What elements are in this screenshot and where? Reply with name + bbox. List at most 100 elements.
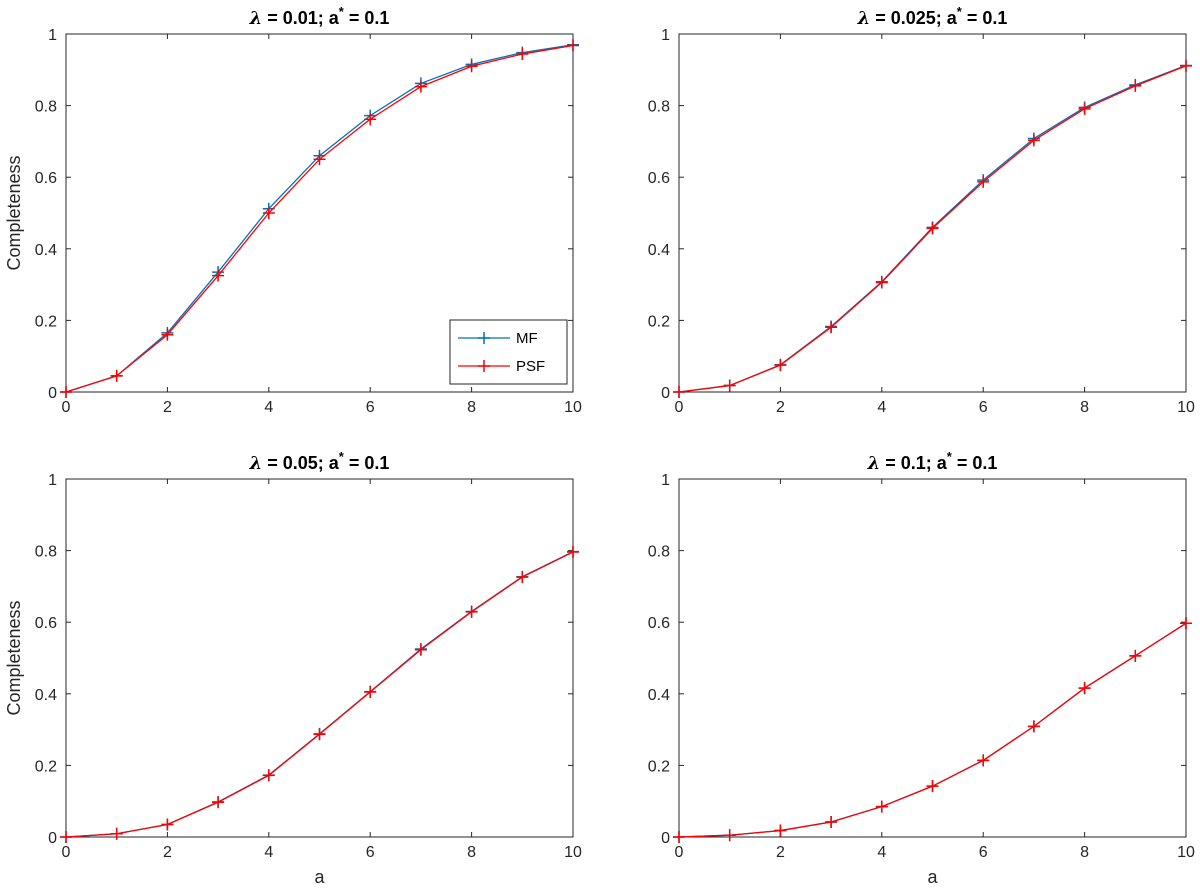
data-point — [212, 796, 225, 809]
title-lambda: λ — [867, 453, 881, 474]
x-tick-label: 6 — [366, 844, 375, 861]
y-tick-label: 0.2 — [35, 313, 57, 330]
title-lambda-value: = 0.025; a — [870, 8, 958, 28]
data-point — [774, 824, 787, 837]
data-point — [110, 369, 123, 382]
plot-area — [65, 478, 574, 838]
data-point — [1027, 720, 1040, 733]
x-tick-label: 4 — [877, 844, 886, 861]
y-tick-label: 0 — [48, 385, 57, 402]
y-tick-label: 0.4 — [35, 242, 57, 259]
data-point — [262, 207, 275, 219]
legend-swatch-marker — [478, 332, 490, 344]
data-point — [364, 686, 377, 699]
title-lambda: λ — [249, 8, 263, 29]
data-point — [1027, 134, 1040, 147]
chart-title: λ = 0.025; a* = 0.1 — [857, 4, 1008, 29]
y-tick-label: 0 — [661, 385, 670, 402]
data-point — [774, 359, 787, 372]
x-tick-label: 2 — [163, 844, 172, 861]
x-tick-label: 8 — [1080, 399, 1089, 416]
data-point — [212, 269, 225, 282]
x-tick-label: 10 — [564, 844, 582, 861]
data-point — [673, 831, 685, 843]
x-tick-label: 0 — [675, 399, 684, 416]
x-tick-label: 10 — [564, 399, 582, 416]
legend-box — [449, 319, 568, 385]
data-point — [875, 800, 888, 813]
chart-panel-4: 0 2 4 6 8 10 0 0.2 0.4 0.6 0.8 1 λ = 0.1; a* = 0.1 a — [648, 449, 1195, 887]
chart-panel-2: 0 2 4 6 8 10 0 0.2 0.4 0.6 0.8 1 λ = 0.025; a* = 0.1 — [648, 4, 1195, 416]
data-point — [1129, 649, 1142, 662]
legend: MF PSF — [449, 319, 568, 385]
x-tick-label: 2 — [163, 399, 172, 416]
chart-title: λ = 0.01; a* = 0.1 — [249, 4, 390, 29]
x-tick-label: 6 — [366, 399, 375, 416]
data-point — [516, 571, 529, 584]
title-lambda-value: = 0.01; a — [262, 8, 340, 28]
data-point — [926, 780, 939, 793]
x-tick-label: 4 — [264, 399, 273, 416]
title-lambda: λ — [249, 453, 263, 474]
plot-area — [678, 478, 1187, 838]
data-point — [110, 827, 123, 840]
data-point — [567, 39, 579, 52]
y-tick-label: 1 — [48, 27, 57, 44]
chart-title: λ = 0.05; a* = 0.1 — [249, 449, 390, 474]
y-tick-label: 0.4 — [648, 242, 670, 259]
data-point — [825, 321, 838, 334]
data-point — [825, 815, 838, 828]
data-point — [875, 276, 888, 289]
series-psf — [60, 546, 579, 843]
data-point — [465, 60, 478, 73]
data-point — [313, 728, 326, 741]
y-tick-label: 0 — [661, 830, 670, 847]
x-tick-label: 10 — [1177, 399, 1195, 416]
chart-panel-1: 0 2 4 6 8 10 0 0.2 0.4 0.6 0.8 1 λ = 0.01; a* = 0.1 C… — [4, 4, 582, 416]
x-axis-label: a — [314, 867, 325, 887]
data-point — [723, 829, 736, 842]
y-tick-label: 0.6 — [35, 170, 57, 187]
x-tick-label: 4 — [264, 844, 273, 861]
y-tick-label: 0.6 — [35, 615, 57, 632]
data-point — [364, 113, 377, 126]
x-tick-label: 0 — [62, 844, 71, 861]
x-axis-label: a — [927, 867, 938, 887]
y-tick-label: 0.2 — [35, 758, 57, 775]
chart-panel-3: 0 2 4 6 8 10 0 0.2 0.4 0.6 0.8 1 λ = 0.05; a* = 0.1 C… — [4, 449, 582, 887]
data-point — [516, 48, 529, 61]
y-tick-label: 0 — [48, 830, 57, 847]
title-star: * — [947, 449, 953, 464]
data-point — [465, 605, 478, 618]
title-star: * — [957, 4, 963, 19]
data-point — [977, 754, 990, 767]
title-star: * — [339, 449, 345, 464]
data-point — [414, 643, 427, 656]
y-tick-label: 0.4 — [648, 687, 670, 704]
title-lambda-value: = 0.05; a — [262, 453, 340, 473]
x-tick-label: 0 — [675, 844, 684, 861]
legend-swatch-marker — [478, 360, 490, 372]
data-point — [673, 386, 685, 398]
y-tick-label: 0.6 — [648, 615, 670, 632]
data-point — [723, 379, 736, 392]
y-tick-label: 0.8 — [35, 544, 57, 561]
data-point — [313, 153, 326, 166]
series-psf — [673, 617, 1192, 843]
plot-area — [678, 33, 1187, 393]
legend-entry-label: PSF — [516, 358, 545, 375]
x-tick-label: 0 — [62, 399, 71, 416]
y-tick-label: 0.8 — [35, 99, 57, 116]
data-point — [1129, 79, 1142, 92]
data-point — [1180, 59, 1192, 72]
legend-entry-label: MF — [516, 330, 538, 347]
x-tick-label: 8 — [467, 844, 476, 861]
x-tick-label: 8 — [467, 399, 476, 416]
y-tick-label: 0.2 — [648, 313, 670, 330]
data-point — [60, 386, 72, 398]
x-tick-label: 4 — [877, 399, 886, 416]
x-tick-label: 2 — [776, 399, 785, 416]
title-astar-value: = 0.1 — [962, 8, 1008, 28]
y-axis-label: Completeness — [4, 155, 24, 270]
